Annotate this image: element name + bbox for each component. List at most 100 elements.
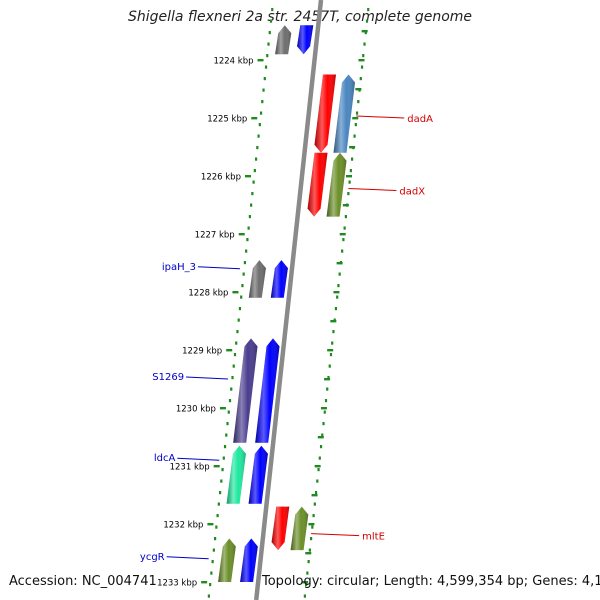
slot-tick [336,262,343,265]
reverse-slot-dot [240,295,243,299]
reverse-slot-dot [269,19,273,23]
reverse-slot-dot [253,169,256,173]
forward-slot-dot [344,215,347,219]
kbp-ruler: 1224 kbp 1225 kbp 1226 kbp 1227 kbp 1228 kbp… [157,30,368,589]
slot-tick [324,378,331,381]
forward-slot-dot [306,571,309,575]
reverse-slot-dot [232,364,235,368]
forward-slot-dot [337,284,340,288]
feature-block-shading [275,25,292,55]
leader-line [166,556,209,560]
forward-slot-dot [332,330,335,334]
slot-tick [358,59,365,62]
forward-slot-dot [329,353,333,357]
forward-slot-dot [350,157,354,161]
feature-blocks [218,25,355,582]
reverse-slot-dot [212,548,215,552]
slot-tick [317,436,324,439]
leader-line [186,376,229,380]
slot-tick [339,233,346,236]
ruler-label: 1233 kbp [157,579,197,589]
reverse-slot-dot [215,525,218,529]
feature-block-shading [226,445,246,504]
feature-block-shading [326,152,347,217]
ruler-label: 1228 kbp [188,289,228,299]
ruler-label: 1232 kbp [163,521,203,531]
forward-slot-dot [347,192,350,196]
reverse-slot-dot [261,100,264,104]
reverse-slot-dot [221,468,224,472]
reverse-slot-dot [227,410,230,414]
reverse-slot-dot [216,514,219,518]
feature-block-shading [233,338,258,443]
reverse-slot-dot [259,111,263,115]
reverse-slot-dot [226,422,229,426]
reverse-slot-dot [245,249,248,253]
gene-label-s1269: S1269 [152,372,184,383]
feature-slot-dotted-lines [207,8,370,598]
ruler-tick [251,117,258,120]
forward-slot-dot [359,77,362,81]
forward-slot-dot [324,399,328,403]
reverse-slot-dot [262,88,265,92]
forward-slot-dot [349,169,352,173]
forward-slot-dot [336,295,339,299]
feature-block-shading [218,538,236,582]
forward-slot-dot [305,583,308,587]
feature-block-shading [307,152,328,217]
forward-slot-dot [313,502,316,506]
forward-slot-dot [311,525,314,529]
reverse-slot-dot [246,238,249,242]
reverse-slot-dot [251,192,254,196]
forward-slot-dot [328,364,331,368]
reverse-slot-dot [218,491,222,495]
ruler-tick [207,523,214,526]
forward-slot-dot [310,537,313,541]
ruler-tick [238,233,245,236]
slot-tick [311,494,318,497]
forward-slot-dot [326,387,329,391]
forward-slot-dot [307,560,310,564]
leader-line [348,188,397,191]
reverse-slot-dot [230,387,233,391]
leader-line [356,115,405,119]
reverse-slot-dot [247,226,250,230]
reverse-slot-dot [233,353,237,357]
ruler-tick [201,581,208,584]
reverse-slot-dot [220,479,223,483]
gene-label-mlte: mltE [362,532,385,543]
reverse-slot-dot [238,307,242,311]
slot-tick [320,407,327,410]
reverse-slot-dot [266,54,269,58]
reverse-slot-dot [257,134,260,138]
forward-slot-dot [348,180,351,184]
forward-slot-dot [338,272,341,276]
forward-slot-dot [322,422,325,426]
slot-tick [302,581,309,584]
leader-line [177,457,220,461]
forward-slot-dot [319,445,323,449]
forward-slot-dot [323,410,326,414]
gene-label-ycgr: ycgR [140,552,165,563]
forward-slot-dot [308,548,311,552]
reverse-slot-dot [252,180,255,184]
slot-tick [305,552,312,555]
feature-block-shading [248,445,268,504]
ruler-tick [244,175,251,178]
reverse-slot-dot [268,31,271,35]
forward-slot-dot [364,31,367,35]
forward-slot-dot [314,491,318,495]
reverse-slot-dot [250,203,253,207]
forward-slot-dot [334,307,338,311]
reverse-slot-dot [271,8,274,12]
forward-slot-dot [303,594,306,598]
slot-tick [342,204,349,207]
reverse-slot-dot [243,261,247,265]
forward-slot-dot [363,42,366,46]
reverse-slot-dot [236,330,239,334]
feature-block-shading [297,25,314,55]
reverse-slot-dot [209,583,212,587]
reverse-slot-dot [263,77,266,81]
